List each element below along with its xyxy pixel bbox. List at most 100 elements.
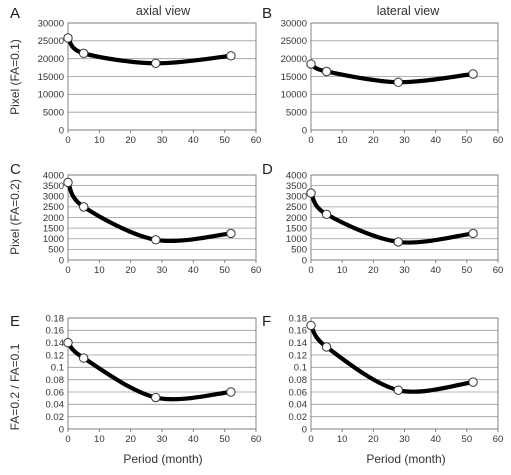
y-tick-label: 0.14 [289, 338, 308, 349]
y-tick-label: 0.16 [289, 326, 308, 337]
data-point [63, 177, 73, 188]
series-line [65, 180, 234, 244]
panel-f: F 00.020.04 0.060.080.1 0.120.140.16 0.18 0 10… [262, 313, 503, 445]
y-tick-label: 5000 [286, 107, 307, 118]
y-tick-label: 0 [59, 125, 64, 136]
y-tick-label: 10000 [38, 90, 64, 101]
y-tick-label: 0 [302, 255, 307, 266]
x-tick-label: 30 [399, 265, 410, 276]
data-point [468, 69, 478, 79]
y-tick-label: 0.08 [289, 375, 308, 386]
y-tick-label: 0.18 [46, 313, 65, 324]
x-tick-label: 10 [94, 434, 105, 445]
data-point [393, 237, 403, 247]
panel-letter: C [10, 161, 21, 178]
data-point [63, 337, 73, 348]
y-tick-label: 2000 [286, 213, 307, 224]
x-tick-label: 60 [251, 135, 262, 146]
series-line [65, 35, 234, 66]
series-line [308, 323, 476, 394]
data-point [393, 385, 403, 395]
x-tick-label: 0 [308, 265, 313, 276]
y-tick-label: 4000 [286, 170, 307, 181]
y-tick-label: 3500 [43, 181, 64, 192]
panel-a: A 0 5000 10000 15000 20000 25000 30000 0 10 20 30 40… [10, 5, 261, 146]
y-tick-label: 0.16 [46, 326, 65, 337]
y-tick-label: 0.18 [289, 313, 308, 324]
panel-letter: D [262, 161, 273, 178]
y-tick-label: 0.02 [46, 412, 65, 423]
data-point [306, 59, 316, 69]
data-point [226, 228, 236, 239]
column-title-axial: axial view [136, 4, 191, 18]
x-tick-label: 50 [219, 135, 230, 146]
y-tick-label: 0.02 [289, 412, 308, 423]
data-point [306, 320, 316, 331]
y-tick-label: 0.04 [289, 400, 308, 411]
y-tick-label: 20000 [38, 54, 64, 65]
panel-letter: A [10, 5, 20, 22]
x-tick-label: 40 [430, 265, 441, 276]
x-tick-label: 60 [493, 135, 504, 146]
row-ylabel-2: Pixel (FA=0.2) [8, 179, 22, 255]
x-tick-label: 30 [157, 434, 168, 445]
y-tick-label: 0.12 [46, 350, 65, 361]
series-line [308, 190, 476, 245]
y-tick-label: 0.12 [289, 350, 308, 361]
x-tick-label: 30 [399, 135, 410, 146]
x-tick-label: 30 [399, 434, 410, 445]
data-point [63, 33, 73, 43]
panel-e: E 00.020.04 0.060.080.1 0.120.140.16 0.18 0 10… [10, 313, 261, 445]
x-tick-label: 10 [337, 265, 348, 276]
data-point [151, 235, 161, 245]
panel-letter: F [262, 313, 271, 330]
data-point [321, 342, 332, 352]
x-tick-label: 0 [308, 434, 313, 445]
x-tick-label: 20 [368, 434, 379, 445]
y-tick-label: 500 [48, 245, 64, 256]
x-tick-label: 40 [188, 265, 199, 276]
x-tick-label: 40 [430, 434, 441, 445]
y-tick-label: 15000 [38, 72, 64, 83]
panel-letter: B [262, 5, 272, 22]
y-tick-label: 3000 [43, 192, 64, 203]
plot-frame [67, 317, 257, 430]
y-tick-label: 0 [302, 125, 307, 136]
x-tick-label: 20 [368, 135, 379, 146]
row-ylabel-3: FA=0.2 / FA=0.1 [8, 343, 22, 430]
x-tick-label: 60 [493, 434, 504, 445]
series-line [308, 61, 476, 85]
x-tick-label: 50 [462, 135, 473, 146]
xlabel-left: Period (month) [123, 452, 202, 466]
y-tick-label: 30000 [38, 18, 64, 29]
y-tick-label: 3500 [286, 181, 307, 192]
x-tick-label: 20 [125, 265, 136, 276]
y-tick-label: 0.06 [46, 387, 65, 398]
y-tick-label: 30000 [281, 18, 307, 29]
x-tick-label: 40 [188, 135, 199, 146]
y-tick-label: 2000 [43, 213, 64, 224]
data-point [321, 66, 332, 77]
y-tick-label: 1500 [43, 223, 64, 234]
x-tick-label: 20 [125, 135, 136, 146]
y-tick-label: 2500 [43, 202, 64, 213]
y-tick-label: 500 [291, 245, 307, 256]
y-tick-label: 4000 [43, 170, 64, 181]
y-tick-label: 0 [59, 424, 64, 435]
y-tick-label: 0 [302, 424, 307, 435]
y-tick-label: 10000 [281, 90, 307, 101]
y-tick-label: 20000 [281, 54, 307, 65]
y-tick-label: 0.06 [289, 387, 308, 398]
data-point [468, 228, 478, 239]
y-tick-label: 1500 [286, 223, 307, 234]
x-tick-label: 0 [65, 434, 70, 445]
x-tick-label: 20 [125, 434, 136, 445]
panel-b: B 0 5000 10000 15000 20000 25000 30000 0 10 20 30 40… [262, 5, 503, 146]
data-point [468, 377, 478, 387]
x-tick-label: 50 [219, 434, 230, 445]
y-tick-label: 1000 [286, 234, 307, 245]
x-tick-label: 60 [493, 265, 504, 276]
